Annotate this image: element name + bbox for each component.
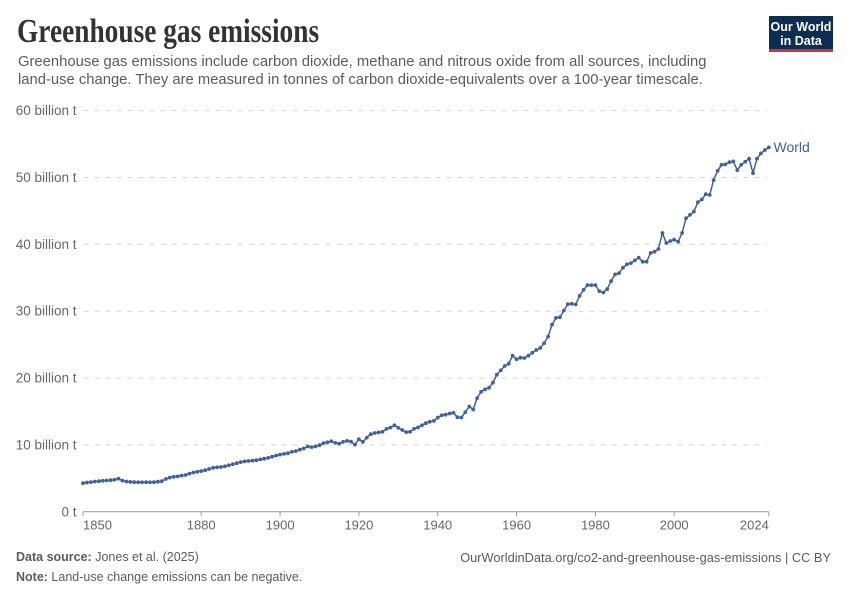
- svg-text:40 billion t: 40 billion t: [16, 237, 77, 252]
- svg-text:World: World: [774, 139, 810, 155]
- svg-text:2024: 2024: [740, 518, 769, 533]
- svg-text:50 billion t: 50 billion t: [16, 170, 77, 185]
- svg-text:1960: 1960: [502, 518, 531, 533]
- svg-text:1940: 1940: [423, 518, 452, 533]
- svg-text:60 billion t: 60 billion t: [16, 103, 77, 118]
- svg-text:1850: 1850: [83, 518, 112, 533]
- svg-text:1980: 1980: [581, 518, 610, 533]
- svg-text:1920: 1920: [344, 518, 373, 533]
- svg-text:10 billion t: 10 billion t: [16, 437, 77, 452]
- svg-text:20 billion t: 20 billion t: [16, 371, 77, 386]
- svg-text:2000: 2000: [660, 518, 689, 533]
- svg-text:1880: 1880: [187, 518, 216, 533]
- svg-text:0 t: 0 t: [61, 504, 76, 519]
- svg-text:1900: 1900: [266, 518, 295, 533]
- svg-text:30 billion t: 30 billion t: [16, 304, 77, 319]
